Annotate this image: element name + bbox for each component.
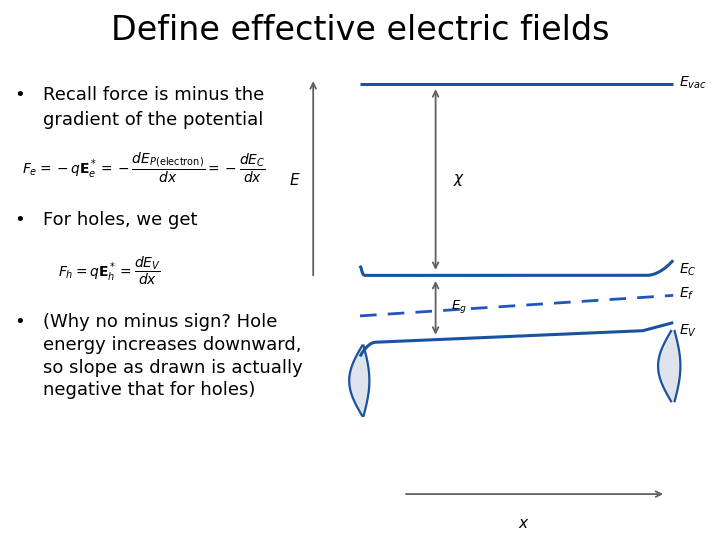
Text: energy increases downward,: energy increases downward, — [43, 336, 302, 354]
Text: •: • — [14, 313, 25, 331]
Text: $F_e = -q\mathbf{E}_e^* = -\dfrac{dE_{P(\mathrm{electron})}}{dx} = -\dfrac{dE_C}: $F_e = -q\mathbf{E}_e^* = -\dfrac{dE_{P(… — [22, 151, 266, 185]
Text: $E_g$: $E_g$ — [451, 298, 467, 315]
Polygon shape — [349, 346, 369, 416]
Text: $E_C$: $E_C$ — [679, 262, 696, 278]
Polygon shape — [658, 331, 680, 401]
Text: gradient of the potential: gradient of the potential — [43, 111, 264, 129]
Text: $E_V$: $E_V$ — [679, 323, 697, 339]
Text: •: • — [14, 211, 25, 228]
Text: For holes, we get: For holes, we get — [43, 211, 198, 228]
Text: $x$: $x$ — [518, 516, 530, 531]
Text: so slope as drawn is actually: so slope as drawn is actually — [43, 359, 303, 376]
Text: $F_h = q\mathbf{E}_h^* = \dfrac{dE_V}{dx}$: $F_h = q\mathbf{E}_h^* = \dfrac{dE_V}{dx… — [58, 254, 161, 287]
Text: $E$: $E$ — [289, 172, 301, 187]
Text: Recall force is minus the: Recall force is minus the — [43, 86, 264, 104]
Text: $\chi$: $\chi$ — [453, 172, 464, 187]
Text: Define effective electric fields: Define effective electric fields — [111, 14, 609, 46]
Text: $E_f$: $E_f$ — [679, 286, 694, 302]
Text: $E_{vac}$: $E_{vac}$ — [679, 75, 706, 91]
Text: (Why no minus sign? Hole: (Why no minus sign? Hole — [43, 313, 278, 331]
Text: negative that for holes): negative that for holes) — [43, 381, 256, 399]
Text: •: • — [14, 86, 25, 104]
